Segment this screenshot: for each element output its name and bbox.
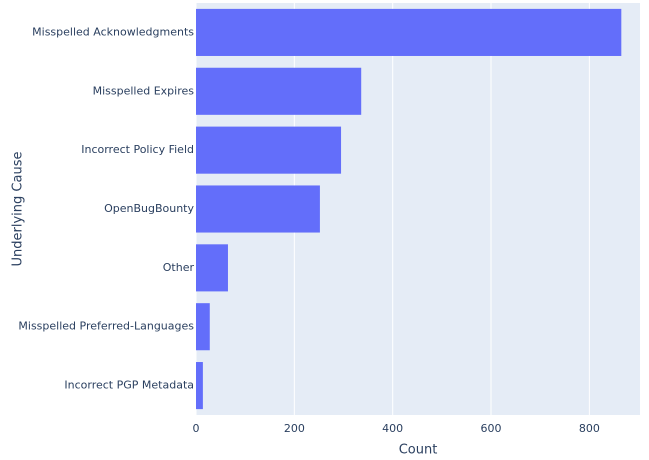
y-axis-title: Underlying Cause (11, 152, 26, 267)
y-tick-label: Incorrect Policy Field (81, 143, 194, 156)
bar (196, 185, 320, 233)
bar (196, 8, 622, 56)
bar (196, 362, 203, 410)
y-tick-label: Misspelled Expires (93, 84, 195, 97)
bar (196, 126, 342, 174)
y-tick-label: Misspelled Preferred-Languages (18, 320, 194, 333)
x-axis-title: Count (399, 443, 438, 458)
x-tick-label: 400 (382, 422, 403, 435)
x-tick-label: 200 (284, 422, 305, 435)
y-tick-label: OpenBugBounty (104, 202, 194, 215)
bar (196, 244, 228, 292)
bar (196, 67, 362, 115)
bar (196, 303, 210, 351)
y-tick-label: Misspelled Acknowledgments (32, 25, 194, 38)
x-tick-label: 800 (579, 422, 600, 435)
y-tick-label: Other (163, 261, 195, 274)
x-tick-label: 600 (481, 422, 502, 435)
x-tick-label: 0 (193, 422, 200, 435)
y-tick-label: Incorrect PGP Metadata (64, 379, 194, 392)
